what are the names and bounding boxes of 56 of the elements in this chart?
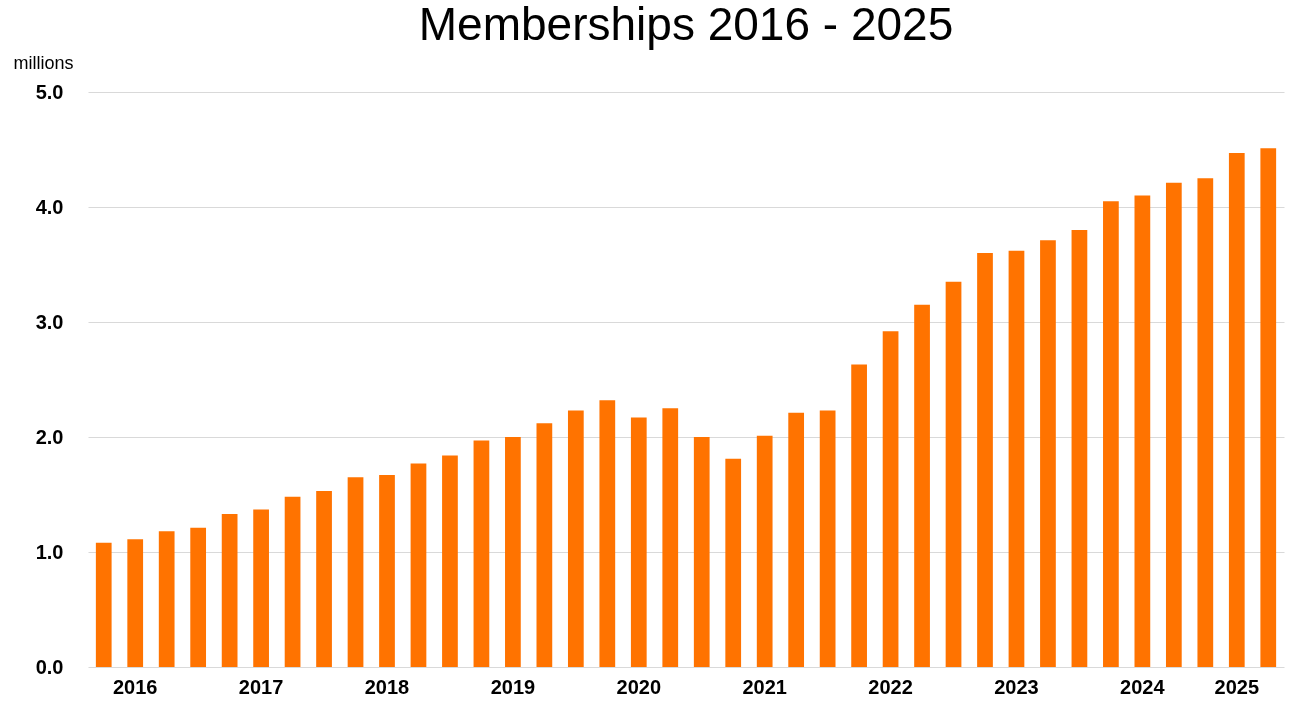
bar bbox=[410, 463, 427, 667]
bar bbox=[662, 408, 679, 667]
y-tick-label: 2.0 bbox=[35, 425, 64, 448]
bar bbox=[379, 474, 395, 667]
bar bbox=[914, 304, 930, 667]
bar bbox=[158, 531, 175, 667]
bar bbox=[756, 435, 773, 667]
bar bbox=[1197, 178, 1214, 667]
bar bbox=[316, 491, 332, 667]
bar bbox=[1040, 240, 1056, 667]
x-tick-label: 2019 bbox=[490, 675, 536, 698]
bar bbox=[221, 514, 238, 667]
bar bbox=[1260, 148, 1277, 667]
y-axis-title: millions bbox=[13, 52, 74, 73]
x-tick-label: 2024 bbox=[1120, 675, 1166, 698]
y-tick-label: 3.0 bbox=[35, 310, 64, 333]
bar bbox=[442, 455, 458, 667]
bar bbox=[1165, 182, 1182, 667]
bar bbox=[599, 400, 616, 667]
x-tick-label: 2022 bbox=[868, 675, 913, 698]
bar bbox=[190, 527, 207, 667]
x-tick-label: 2016 bbox=[112, 675, 158, 698]
bar bbox=[127, 539, 144, 667]
bar bbox=[725, 458, 742, 667]
x-tick-label: 2023 bbox=[994, 675, 1039, 698]
bar bbox=[253, 509, 269, 667]
bar bbox=[536, 423, 553, 667]
bar bbox=[630, 417, 647, 667]
bar bbox=[1008, 250, 1025, 667]
bar bbox=[347, 477, 364, 667]
x-tick-label: 2020 bbox=[616, 675, 662, 698]
bar bbox=[473, 440, 490, 667]
bar bbox=[1103, 201, 1119, 667]
x-tick-label: 2025 bbox=[1214, 675, 1260, 698]
chart-title: Memberships 2016 - 2025 bbox=[418, 0, 954, 50]
y-tick-label: 5.0 bbox=[35, 80, 64, 103]
y-tick-label: 0.0 bbox=[35, 655, 64, 678]
bar bbox=[1071, 230, 1088, 667]
bar bbox=[567, 410, 584, 667]
bar bbox=[819, 410, 836, 667]
y-tick-label: 4.0 bbox=[35, 195, 64, 218]
y-tick-label: 1.0 bbox=[35, 540, 64, 563]
bar bbox=[882, 331, 899, 667]
bar bbox=[95, 542, 112, 667]
bar bbox=[945, 281, 962, 667]
bar bbox=[788, 412, 805, 667]
bar bbox=[284, 496, 301, 667]
bar bbox=[1228, 152, 1245, 667]
bar bbox=[505, 437, 521, 667]
bar bbox=[977, 253, 993, 667]
x-tick-label: 2018 bbox=[364, 675, 410, 698]
x-tick-label: 2017 bbox=[238, 675, 284, 698]
bar bbox=[693, 437, 710, 667]
bar bbox=[1134, 195, 1151, 667]
bar bbox=[851, 364, 867, 667]
x-tick-label: 2021 bbox=[742, 675, 787, 698]
